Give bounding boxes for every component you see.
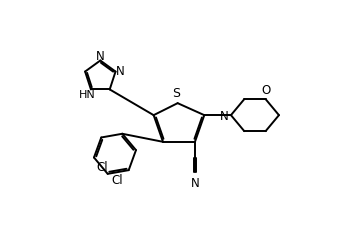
Text: N: N	[116, 64, 125, 77]
Text: S: S	[172, 87, 180, 100]
Text: N: N	[96, 50, 105, 63]
Text: Cl: Cl	[97, 161, 108, 173]
Text: N: N	[191, 176, 199, 189]
Text: Cl: Cl	[111, 173, 123, 186]
Text: HN: HN	[79, 90, 96, 100]
Text: N: N	[220, 109, 229, 122]
Text: O: O	[261, 83, 270, 96]
